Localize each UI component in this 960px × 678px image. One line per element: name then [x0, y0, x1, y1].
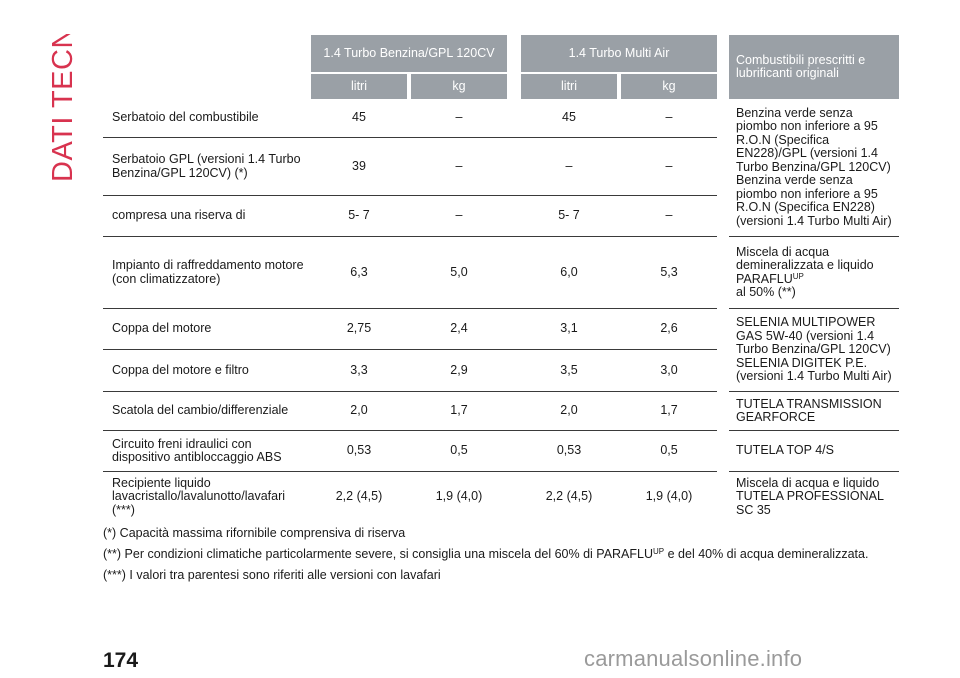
cell-value: 5- 7	[311, 196, 407, 237]
unit-row: litri kg litri kg	[103, 72, 899, 99]
cell-value: 5- 7	[521, 196, 617, 237]
table-row: Scatola del cambio/differenziale 2,0 1,7…	[103, 392, 900, 431]
row-label: Recipiente liquido lavacristallo/lavalun…	[112, 475, 286, 517]
cell-value: –	[621, 138, 718, 196]
row-label: Serbatoio GPL (versioni 1.4 Turbo Benzin…	[103, 138, 311, 196]
footnotes: (*) Capacità massima rifornibile compren…	[103, 526, 943, 589]
fuel-spec: Benzina verde senza piombo non inferiore…	[729, 99, 900, 237]
unit-kg: kg	[411, 72, 507, 99]
column-group-multiair: 1.4 Turbo Multi Air	[521, 35, 718, 72]
table-row: Serbatoio del combustibile 45 – 45 – Ben…	[103, 99, 900, 237]
table-row: Serbatoio GPL (versioni 1.4 Turbo Benzin…	[103, 138, 899, 196]
cell-value: 3,1	[521, 309, 617, 350]
unit-litri: litri	[311, 72, 407, 99]
cell-value: 39	[311, 138, 407, 196]
cell-value: 0,5	[411, 431, 507, 472]
cell-value: –	[411, 138, 507, 196]
cell-value: 2,4	[411, 309, 507, 350]
cell-value: 2,0	[521, 392, 617, 431]
unit-litri: litri	[521, 72, 617, 99]
row-label: compresa una riserva di	[103, 196, 311, 237]
cell-value: 0,5	[621, 431, 718, 472]
cell-value: 3,3	[311, 350, 407, 392]
cell-value: 0,53	[311, 431, 407, 472]
capacity-table: 1.4 Turbo Benzina/GPL 120CV 1.4 Turbo Mu…	[103, 35, 900, 522]
footnote-2: (**) Per condizioni climatiche particola…	[103, 547, 943, 562]
column-group-turbo-gpl: 1.4 Turbo Benzina/GPL 120CV	[311, 35, 507, 72]
cell-value: 6,0	[521, 237, 617, 309]
footnote-1: (*) Capacità massima rifornibile compren…	[103, 526, 406, 540]
table-row: Circuito freni idraulici con dispositivo…	[103, 431, 900, 472]
coolant-spec: Miscela di acqua demineralizzata e liqui…	[729, 237, 900, 309]
cell-value: 1,9 (4,0)	[435, 489, 483, 504]
unit-kg: kg	[621, 72, 718, 99]
cell-value: –	[521, 138, 617, 196]
cell-value: 5,3	[621, 237, 718, 309]
table-row: Coppa del motore e filtro 3,3 2,9 3,5 3,…	[103, 350, 899, 392]
table-row: compresa una riserva di 5- 7 – 5- 7 –	[103, 196, 899, 237]
cell-value: –	[411, 196, 507, 237]
cell-value: 2,75	[311, 309, 407, 350]
cell-value: 0,53	[521, 431, 617, 472]
superscript: UP	[792, 271, 804, 281]
cell-value: 5,0	[411, 237, 507, 309]
coolant-text: Miscela di acqua demineralizzata e liqui…	[736, 244, 874, 286]
brake-fluid-spec: TUTELA TOP 4/S	[729, 431, 900, 472]
cell-value: 2,9	[411, 350, 507, 392]
cell-value: 1,7	[621, 392, 718, 431]
cell-value: 2,6	[621, 309, 718, 350]
washer-fluid-spec: Miscela di acqua e liquido TUTELA PROFES…	[736, 475, 884, 517]
section-title: DATI TECNICI	[48, 34, 78, 182]
coolant-text-2: al 50% (**)	[736, 285, 796, 299]
row-label: Impianto di raffreddamento motore (con c…	[103, 237, 311, 309]
cell-value: –	[621, 196, 718, 237]
row-label: Coppa del motore e filtro	[103, 350, 311, 392]
cell-value: 3,0	[621, 350, 718, 392]
row-label: Circuito freni idraulici con dispositivo…	[103, 431, 311, 472]
footnote-2-text-end: e del 40% di acqua demineralizzata.	[664, 547, 869, 561]
section-title-vertical: DATI TECNICI	[47, 0, 79, 184]
footnote-3: (***) I valori tra parentesi sono riferi…	[103, 568, 441, 582]
cell-value: –	[621, 99, 718, 138]
superscript: UP	[653, 547, 665, 556]
table-row: Recipiente liquido lavacristallo/lavalun…	[103, 472, 899, 522]
cell-value: 6,3	[311, 237, 407, 309]
cell-value: 1,7	[411, 392, 507, 431]
cell-value: 45	[521, 99, 617, 138]
gearbox-spec: TUTELA TRANSMISSION GEARFORCE	[729, 392, 900, 431]
cell-value: –	[411, 99, 507, 138]
row-label: Serbatoio del combustibile	[103, 99, 311, 138]
cell-value: 1,9 (4,0)	[645, 489, 693, 504]
cell-value: 45	[311, 99, 407, 138]
page-number: 174	[103, 649, 139, 672]
oil-spec: SELENIA MULTIPOWER GAS 5W-40 (versioni 1…	[729, 309, 900, 392]
cell-value: 2,0	[311, 392, 407, 431]
header-row: 1.4 Turbo Benzina/GPL 120CV 1.4 Turbo Mu…	[103, 35, 900, 99]
row-label: Scatola del cambio/differenziale	[103, 392, 311, 431]
cell-value: 2,2 (4,5)	[545, 489, 593, 504]
column-header-lubricants: Combustibili prescritti e lubrificanti o…	[729, 35, 900, 99]
cell-value: 2,2 (4,5)	[335, 489, 383, 504]
table-row: Coppa del motore 2,75 2,4 3,1 2,6 SELENI…	[103, 309, 900, 392]
cell-value: 3,5	[521, 350, 617, 392]
footnote-2-text: (**) Per condizioni climatiche particola…	[103, 547, 654, 561]
watermark: carmanualsonline.info	[584, 646, 803, 671]
table-row: Impianto di raffreddamento motore (con c…	[103, 237, 900, 309]
row-label: Coppa del motore	[103, 309, 311, 350]
